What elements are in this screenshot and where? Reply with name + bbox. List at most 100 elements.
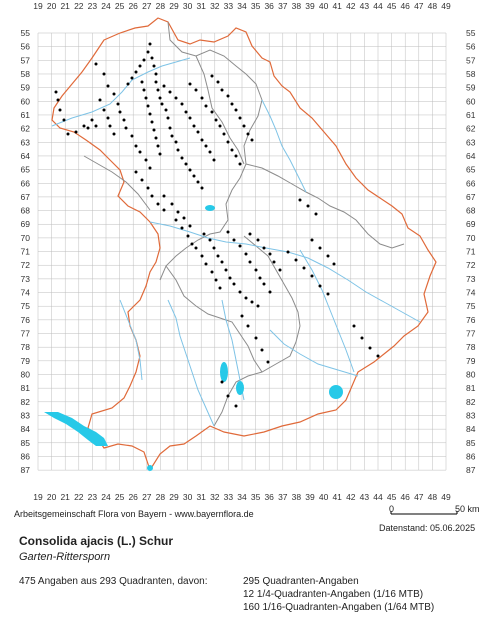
- occurrence-marker: [138, 150, 142, 154]
- occurrence-marker: [200, 186, 204, 190]
- x-axis-label-top: 49: [441, 1, 451, 11]
- scale-bar: [390, 511, 458, 515]
- y-axis-label-right: 82: [466, 397, 476, 407]
- occurrence-marker: [220, 380, 224, 384]
- occurrence-marker: [138, 64, 142, 68]
- x-axis-label-top: 42: [346, 1, 356, 11]
- occurrence-marker: [118, 110, 122, 114]
- x-axis-label-bottom: 49: [441, 492, 451, 502]
- x-axis-label-bottom: 24: [101, 492, 111, 502]
- y-axis-label-left: 58: [21, 69, 31, 79]
- x-axis-label-bottom: 36: [264, 492, 274, 502]
- occurrence-marker: [188, 224, 192, 228]
- occurrence-marker: [244, 252, 248, 256]
- y-axis-label-left: 66: [21, 178, 31, 188]
- occurrence-marker: [222, 132, 226, 136]
- y-axis-label-left: 83: [21, 410, 31, 420]
- y-axis-label-left: 82: [21, 397, 31, 407]
- occurrence-marker: [314, 212, 318, 216]
- occurrence-marker: [152, 128, 156, 132]
- occurrence-marker: [146, 50, 150, 54]
- x-axis-label-bottom: 37: [278, 492, 288, 502]
- x-axis-label-bottom: 48: [428, 492, 438, 502]
- occurrence-marker: [150, 120, 154, 124]
- occurrence-marker: [176, 148, 180, 152]
- occurrence-marker: [188, 116, 192, 120]
- occurrence-marker: [188, 82, 192, 86]
- y-axis-label-right: 68: [466, 206, 476, 216]
- x-axis-label-top: 47: [414, 1, 424, 11]
- rivers: [51, 57, 421, 427]
- occurrence-marker: [210, 110, 214, 114]
- y-axis-label-left: 87: [21, 465, 31, 475]
- occurrence-marker: [130, 134, 134, 138]
- occurrence-marker: [234, 154, 238, 158]
- y-axis-label-right: 87: [466, 465, 476, 475]
- x-axis-label-top: 38: [292, 1, 302, 11]
- count-quarter: 12 1/4-Quadranten-Angaben (1/16 MTB): [243, 589, 424, 600]
- y-axis-label-right: 79: [466, 356, 476, 366]
- y-axis-label-right: 77: [466, 329, 476, 339]
- x-axis-label-top: 21: [60, 1, 70, 11]
- occurrence-marker: [134, 70, 138, 74]
- occurrence-marker: [208, 238, 212, 242]
- x-axis-label-bottom: 40: [319, 492, 329, 502]
- occurrence-marker: [286, 250, 290, 254]
- x-axis-label-bottom: 44: [373, 492, 383, 502]
- common-name: Garten-Rittersporn: [19, 551, 111, 563]
- y-axis-label-right: 70: [466, 233, 476, 243]
- y-axis-label-left: 74: [21, 288, 31, 298]
- occurrence-marker: [152, 64, 156, 68]
- occurrence-marker: [154, 80, 158, 84]
- x-axis-label-bottom: 28: [156, 492, 166, 502]
- x-axis-label-top: 25: [115, 1, 125, 11]
- y-axis-label-right: 76: [466, 315, 476, 325]
- occurrence-marker: [210, 74, 214, 78]
- occurrence-marker: [144, 96, 148, 100]
- x-axis-label-top: 45: [387, 1, 397, 11]
- occurrence-marker: [294, 258, 298, 262]
- occurrence-marker: [162, 194, 166, 198]
- x-axis-label-top: 33: [224, 1, 234, 11]
- occurrence-marker: [148, 112, 152, 116]
- occurrence-marker: [202, 232, 206, 236]
- x-axis-label-top: 22: [74, 1, 84, 11]
- summary-text: 475 Angaben aus 293 Quadranten, davon:: [19, 576, 208, 587]
- x-axis-label-bottom: 45: [387, 492, 397, 502]
- occurrence-marker: [208, 150, 212, 154]
- occurrence-marker: [180, 102, 184, 106]
- x-axis-label-bottom: 42: [346, 492, 356, 502]
- occurrence-marker: [190, 242, 194, 246]
- occurrence-marker: [112, 92, 116, 96]
- x-axis-label-top: 28: [156, 1, 166, 11]
- occurrence-marker: [318, 246, 322, 250]
- occurrence-marker: [226, 94, 230, 98]
- occurrence-marker: [134, 170, 138, 174]
- y-axis-label-right: 64: [466, 151, 476, 161]
- occurrence-marker: [148, 166, 152, 170]
- x-axis-label-bottom: 41: [332, 492, 342, 502]
- occurrence-marker: [108, 124, 112, 128]
- occurrence-marker: [368, 346, 372, 350]
- x-axis-label-bottom: 47: [414, 492, 424, 502]
- occurrence-marker: [214, 278, 218, 282]
- occurrence-marker: [200, 96, 204, 100]
- x-axis-label-top: 19: [33, 1, 43, 11]
- data-date: Datenstand: 05.06.2025: [379, 523, 476, 533]
- occurrence-marker: [326, 292, 330, 296]
- occurrence-marker: [144, 158, 148, 162]
- x-axis-label-top: 40: [319, 1, 329, 11]
- x-axis-label-top: 26: [128, 1, 138, 11]
- occurrence-marker: [360, 336, 364, 340]
- x-axis-label-bottom: 34: [237, 492, 247, 502]
- distribution-map: 1919202021212222232324242525262627272828…: [21, 1, 476, 502]
- occurrence-marker: [176, 210, 180, 214]
- y-axis-label-left: 81: [21, 383, 31, 393]
- x-axis-label-top: 36: [264, 1, 274, 11]
- occurrence-marker: [204, 144, 208, 148]
- y-axis-label-left: 78: [21, 342, 31, 352]
- occurrence-marker: [232, 282, 236, 286]
- scale-end-label: 50 km: [455, 504, 480, 514]
- y-axis-label-right: 85: [466, 438, 476, 448]
- occurrence-marker: [218, 286, 222, 290]
